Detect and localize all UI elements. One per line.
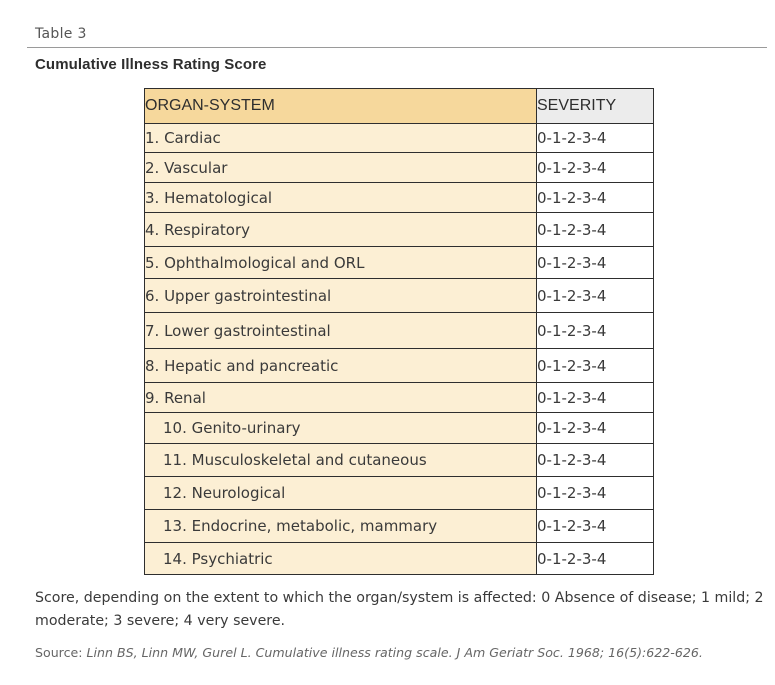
table-number-label: Table 3 (35, 26, 87, 42)
table-row: 11. Musculoskeletal and cutaneous 0-1-2-3… (144, 443, 654, 477)
table-title: Cumulative Illness Rating Score (35, 56, 267, 73)
organ-system-cell: 3. Hematological (144, 182, 537, 213)
severity-cell: 0-1-2-3-4 (536, 509, 654, 543)
table-row: 5. Ophthalmological and ORL 0-1-2-3-4 (144, 246, 654, 279)
table-header-row: ORGAN-SYSTEM SEVERITY (144, 88, 654, 124)
severity-cell: 0-1-2-3-4 (536, 476, 654, 510)
table-row: 4. Respiratory 0-1-2-3-4 (144, 212, 654, 247)
severity-cell: 0-1-2-3-4 (536, 212, 654, 247)
organ-system-header: ORGAN-SYSTEM (144, 88, 537, 124)
table-row: 9. Renal 0-1-2-3-4 (144, 382, 654, 413)
table-row: 1. Cardiac 0-1-2-3-4 (144, 123, 654, 153)
severity-cell: 0-1-2-3-4 (536, 278, 654, 313)
table-row: 6. Upper gastrointestinal 0-1-2-3-4 (144, 278, 654, 313)
table-row: 2. Vascular 0-1-2-3-4 (144, 152, 654, 183)
severity-cell: 0-1-2-3-4 (536, 123, 654, 153)
severity-cell: 0-1-2-3-4 (536, 542, 654, 575)
organ-system-cell: 9. Renal (144, 382, 537, 413)
organ-system-cell: 13. Endocrine, metabolic, mammary (144, 509, 537, 543)
source-citation: Source: Linn BS, Linn MW, Gurel L. Cumul… (35, 645, 703, 660)
table-row: 3. Hematological 0-1-2-3-4 (144, 182, 654, 213)
severity-cell: 0-1-2-3-4 (536, 348, 654, 383)
organ-system-cell: 12. Neurological (144, 476, 537, 510)
table-body: 1. Cardiac 0-1-2-3-4 2. Vascular 0-1-2-3-4 3… (144, 123, 654, 575)
organ-system-cell: 10. Genito-urinary (144, 412, 537, 444)
table-row: 7. Lower gastrointestinal 0-1-2-3-4 (144, 312, 654, 349)
organ-system-cell: 14. Psychiatric (144, 542, 537, 575)
severity-header: SEVERITY (536, 88, 654, 124)
severity-cell: 0-1-2-3-4 (536, 412, 654, 444)
cirs-table: ORGAN-SYSTEM SEVERITY 1. Cardiac 0-1-2-3-… (144, 88, 654, 575)
table-row: 10. Genito-urinary 0-1-2-3-4 (144, 412, 654, 444)
table-row: 13. Endocrine, metabolic, mammary 0-1-2-3… (144, 509, 654, 543)
table-row: 12. Neurological 0-1-2-3-4 (144, 476, 654, 510)
source-label: Source: (35, 645, 83, 660)
organ-system-cell: 8. Hepatic and pancreatic (144, 348, 537, 383)
organ-system-cell: 2. Vascular (144, 152, 537, 183)
header-divider (27, 47, 767, 48)
severity-cell: 0-1-2-3-4 (536, 182, 654, 213)
organ-system-cell: 6. Upper gastrointestinal (144, 278, 537, 313)
organ-system-cell: 1. Cardiac (144, 123, 537, 153)
organ-system-cell: 5. Ophthalmological and ORL (144, 246, 537, 279)
severity-cell: 0-1-2-3-4 (536, 246, 654, 279)
organ-system-cell: 4. Respiratory (144, 212, 537, 247)
organ-system-cell: 7. Lower gastrointestinal (144, 312, 537, 349)
severity-cell: 0-1-2-3-4 (536, 443, 654, 477)
table-row: 8. Hepatic and pancreatic 0-1-2-3-4 (144, 348, 654, 383)
organ-system-cell: 11. Musculoskeletal and cutaneous (144, 443, 537, 477)
citation-text: Linn BS, Linn MW, Gurel L. Cumulative il… (86, 645, 703, 660)
score-footnote: Score, depending on the extent to which … (35, 590, 764, 629)
table-row: 14. Psychiatric 0-1-2-3-4 (144, 542, 654, 575)
severity-cell: 0-1-2-3-4 (536, 382, 654, 413)
severity-cell: 0-1-2-3-4 (536, 152, 654, 183)
severity-cell: 0-1-2-3-4 (536, 312, 654, 349)
